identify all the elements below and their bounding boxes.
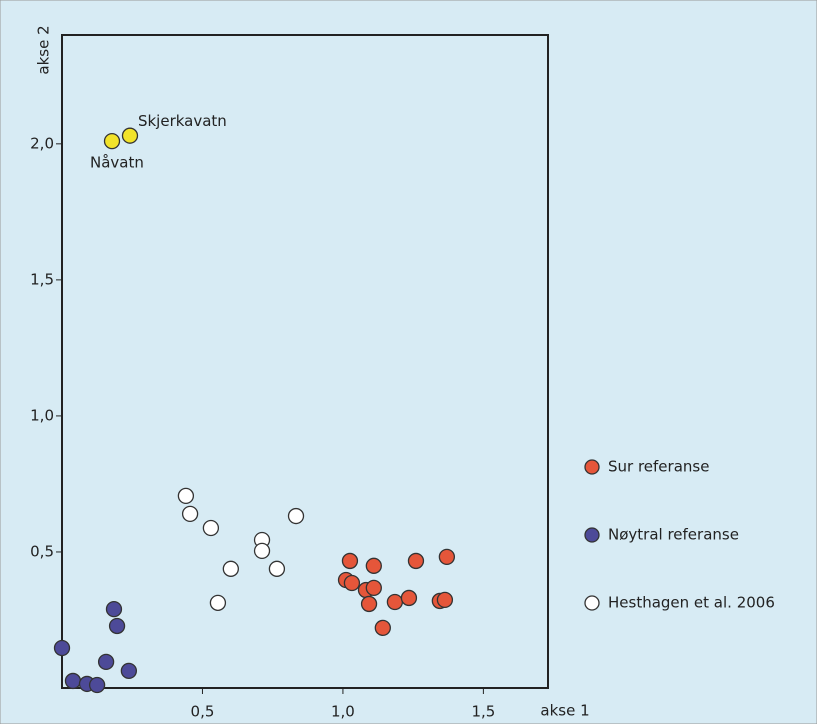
legend-label: Sur referanse [608, 458, 709, 476]
point [360, 595, 378, 613]
y-tick-label: 2,0 [30, 134, 54, 152]
legend-label: Hesthagen et al. 2006 [608, 594, 775, 612]
point [341, 552, 359, 570]
point [202, 519, 220, 537]
x-tick-label: 0,5 [191, 703, 215, 721]
legend-marker [584, 595, 600, 611]
point [53, 639, 71, 657]
point [343, 574, 361, 592]
point [222, 560, 239, 577]
legend-label: Nøytral referanse [608, 526, 739, 544]
point [436, 591, 454, 608]
point [407, 552, 425, 570]
point-label: Nåvatn [90, 154, 144, 172]
y-tick-label: 0,5 [30, 542, 54, 560]
point [64, 672, 82, 690]
point [374, 619, 391, 637]
y-axis-label: akse 2 [35, 25, 53, 74]
legend-marker [584, 459, 600, 475]
point [105, 600, 123, 618]
point [103, 132, 121, 150]
point [287, 507, 305, 525]
point [108, 617, 126, 635]
legend-marker [584, 527, 600, 543]
point [209, 594, 227, 611]
y-tick-label: 1,5 [30, 270, 54, 288]
point [365, 579, 382, 597]
plot-frame [61, 34, 549, 689]
point [181, 505, 199, 523]
point [177, 487, 195, 505]
point [253, 542, 271, 560]
point-label: Skjerkavatn [138, 112, 227, 130]
point [386, 593, 404, 611]
point [121, 127, 139, 144]
x-axis-label: akse 1 [540, 702, 589, 720]
point [88, 676, 106, 694]
point [438, 548, 456, 566]
point [120, 662, 138, 680]
point [365, 557, 382, 574]
point [400, 589, 418, 607]
x-tick-label: 1,0 [331, 703, 355, 721]
point [268, 560, 286, 577]
point [97, 653, 115, 671]
x-tick-label: 1,5 [471, 703, 495, 721]
y-tick-label: 1,0 [30, 406, 54, 424]
